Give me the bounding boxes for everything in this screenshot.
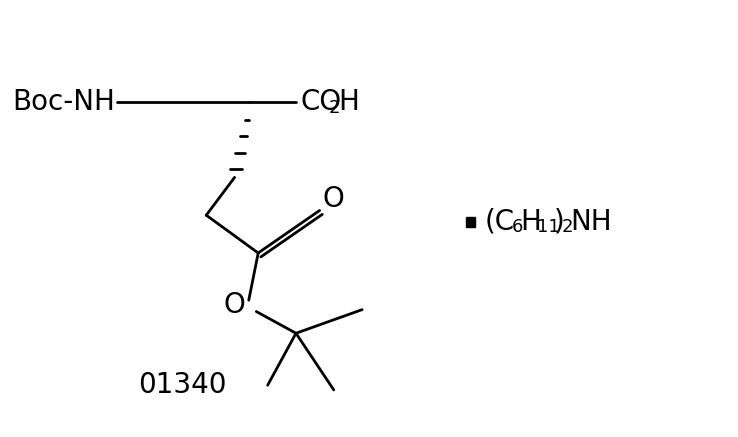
Text: 6: 6 (511, 218, 523, 236)
Text: 2: 2 (562, 218, 573, 236)
Bar (466, 217, 475, 226)
Text: 01340: 01340 (139, 371, 227, 399)
Text: H: H (520, 208, 541, 236)
Text: O: O (323, 185, 345, 213)
Text: 2: 2 (329, 100, 340, 118)
Text: O: O (224, 291, 246, 319)
Text: 11: 11 (537, 218, 559, 236)
Text: CO: CO (300, 88, 342, 116)
Text: NH: NH (570, 208, 612, 236)
Text: ): ) (554, 208, 565, 236)
Text: Boc-NH: Boc-NH (12, 88, 114, 116)
Text: (C: (C (485, 208, 515, 236)
Text: H: H (339, 88, 359, 116)
